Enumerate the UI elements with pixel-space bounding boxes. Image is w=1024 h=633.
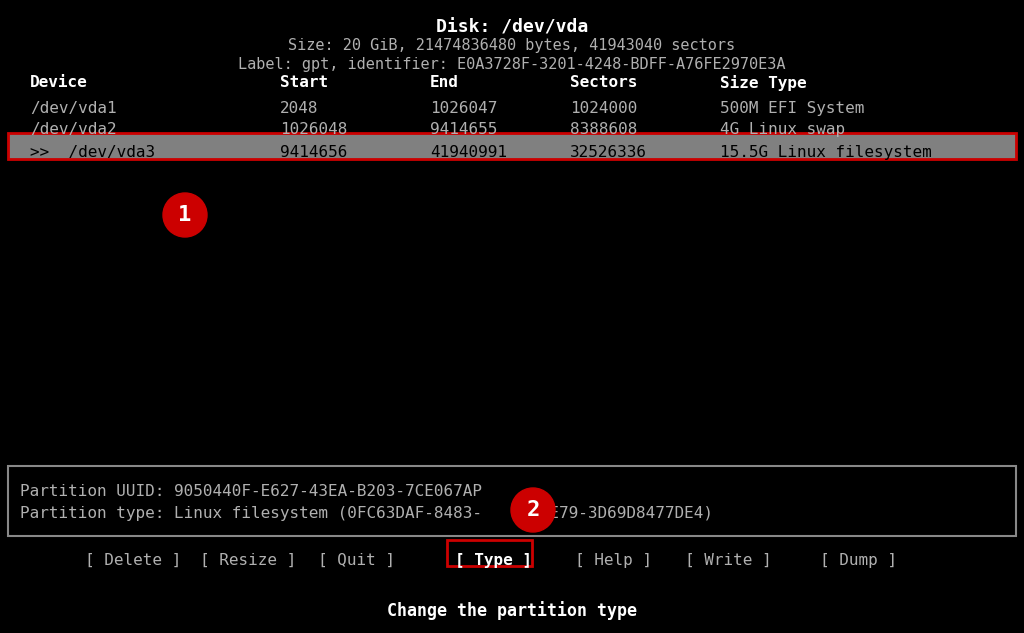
- Text: 1: 1: [178, 205, 191, 225]
- Text: Device: Device: [30, 75, 88, 90]
- Text: End: End: [430, 75, 459, 90]
- Text: [ Help ]: [ Help ]: [575, 553, 652, 568]
- Text: Size: 20 GiB, 21474836480 bytes, 41943040 sectors: Size: 20 GiB, 21474836480 bytes, 4194304…: [289, 38, 735, 53]
- Text: 32526336: 32526336: [570, 145, 647, 160]
- Text: Change the partition type: Change the partition type: [387, 601, 637, 620]
- Text: Size Type: Size Type: [720, 75, 807, 91]
- Text: 1024000: 1024000: [570, 101, 637, 116]
- Text: 4G Linux swap: 4G Linux swap: [720, 122, 845, 137]
- Text: 500M EFI System: 500M EFI System: [720, 101, 864, 116]
- Text: Start: Start: [280, 75, 328, 90]
- Text: 1026048: 1026048: [280, 122, 347, 137]
- Text: [ Delete ]: [ Delete ]: [85, 553, 181, 568]
- Text: /dev/vda1: /dev/vda1: [30, 101, 117, 116]
- Text: /dev/vda2: /dev/vda2: [30, 122, 117, 137]
- Text: Label: gpt, identifier: E0A3728F-3201-4248-BDFF-A76FE2970E3A: Label: gpt, identifier: E0A3728F-3201-42…: [239, 57, 785, 72]
- Text: 1026047: 1026047: [430, 101, 498, 116]
- Bar: [447, 540, 532, 566]
- Text: [ Dump ]: [ Dump ]: [820, 553, 897, 568]
- Text: Partition type: Linux filesystem (0FC63DAF-8483-     -8E79-3D69D8477DE4): Partition type: Linux filesystem (0FC63D…: [20, 506, 713, 521]
- Text: 2048: 2048: [280, 101, 318, 116]
- Text: >>  /dev/vda3: >> /dev/vda3: [30, 145, 155, 160]
- Text: [ Write ]: [ Write ]: [685, 553, 772, 568]
- Circle shape: [511, 488, 555, 532]
- Text: Disk: /dev/vda: Disk: /dev/vda: [436, 18, 588, 36]
- Bar: [8, 133, 1016, 159]
- Text: [ Quit ]: [ Quit ]: [318, 553, 395, 568]
- Bar: [8, 466, 1016, 536]
- Text: Sectors: Sectors: [570, 75, 637, 90]
- Text: 2: 2: [526, 500, 540, 520]
- Text: 9414655: 9414655: [430, 122, 498, 137]
- Text: 41940991: 41940991: [430, 145, 507, 160]
- Text: [ Resize ]: [ Resize ]: [200, 553, 296, 568]
- Text: Partition UUID: 9050440F-E627-43EA-B203-7CE067AP: Partition UUID: 9050440F-E627-43EA-B203-…: [20, 484, 482, 499]
- Text: 8388608: 8388608: [570, 122, 637, 137]
- Text: 15.5G Linux filesystem: 15.5G Linux filesystem: [720, 145, 932, 160]
- Circle shape: [163, 193, 207, 237]
- Text: [ Type ]: [ Type ]: [455, 553, 532, 568]
- Text: 9414656: 9414656: [280, 145, 347, 160]
